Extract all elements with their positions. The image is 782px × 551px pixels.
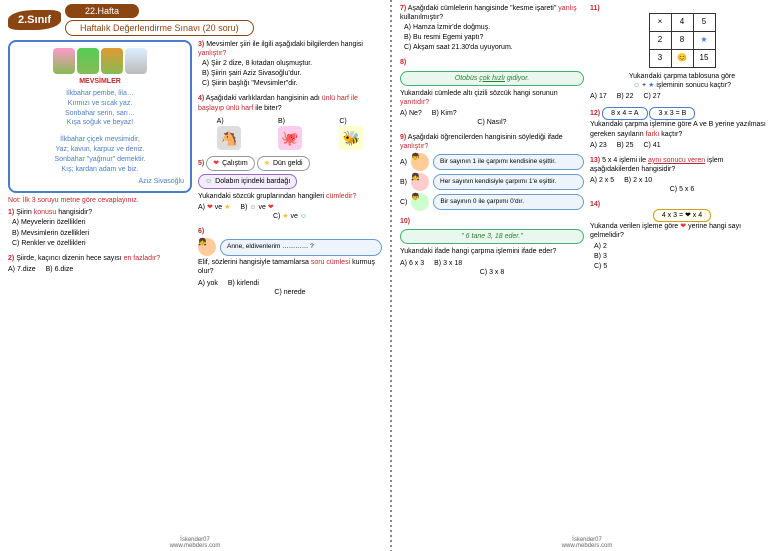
donkey-icon: 🐴 <box>217 126 241 150</box>
q13-opt-a: A) 2 x 5 <box>590 176 614 185</box>
child1-avatar-icon: 👦 <box>411 153 429 171</box>
header: 2.Sınıf 22.Hafta Haftalık Değerlendirme … <box>8 4 382 36</box>
footer-left: İskender07 www.mebders.com <box>0 537 390 549</box>
q8-opt-b: B) Kim? <box>432 109 457 118</box>
girl-avatar-icon: 👧 <box>198 238 216 256</box>
q6-opt-a: A) yok <box>198 279 218 288</box>
q13-opt-b: B) 2 x 10 <box>624 176 652 185</box>
child2-avatar-icon: 👧 <box>411 173 429 191</box>
q12: 12) 8 x 4 = A 3 x 3 = B Yukarıdaki çarpm… <box>590 107 774 149</box>
q11: 11) ×45 28★ 3😊15 Yukarıdaki çarpma tablo… <box>590 4 774 101</box>
tree-spring-icon <box>53 48 75 74</box>
bee-icon: 🐝 <box>339 126 363 150</box>
q12-opt-c: C) 41 <box>643 141 660 150</box>
tree-autumn-icon <box>101 48 123 74</box>
q7-opt-c: C) Akşam saat 21.30'da uyuyorum. <box>404 43 584 52</box>
q7-opt-b: B) Bu resmi Egemi yaptı? <box>404 33 584 42</box>
q5: 5) ❤Çalıştım ★Dün geldi ☺Dolabın içindek… <box>198 156 382 221</box>
child3-avatar-icon: 👦 <box>411 193 429 211</box>
q11-opt-b: B) 22 <box>617 92 634 101</box>
q10-opt-b: B) 3 x 18 <box>434 259 462 268</box>
tree-winter-icon <box>125 48 147 74</box>
q10: 10) " 6 tane 3, 18 eder." Yukarıdaki ifa… <box>400 217 584 276</box>
q6-opt-b: B) kirlendi <box>228 279 259 288</box>
q2-opt-b: B) 6.dize <box>46 265 74 274</box>
q6-opt-c: C) nerede <box>198 288 382 297</box>
week-pill: 22.Hafta <box>65 4 139 18</box>
poem-stanza2: İlkbahar çiçek mevsimidir, Yaz; kavun, k… <box>16 135 184 174</box>
q8-opt-a: A) Ne? <box>400 109 422 118</box>
q5-tag2: ★Dün geldi <box>257 156 310 171</box>
q1-opt-c: C) Renkler ve özellikleri <box>12 239 192 248</box>
q1: 1) Şiirin konusu hangisidir? A) Meyveler… <box>8 208 192 247</box>
tree-summer-icon <box>77 48 99 74</box>
q1-opt-a: A) Meyvelerin özellikleri <box>12 218 192 227</box>
q14-opt-c: C) 5 <box>594 262 774 271</box>
q13-opt-c: C) 5 x 6 <box>590 185 774 194</box>
q14-opt-b: B) 3 <box>594 252 774 261</box>
q14: 14) 4 x 3 = ❤ x 4 Yukarıda verilen işlem… <box>590 200 774 271</box>
page-right: 7) Aşağıdaki cümlelerin hangisinde "kesm… <box>392 0 782 551</box>
q12-opt-b: B) 25 <box>617 141 634 150</box>
q14-tag: 4 x 3 = ❤ x 4 <box>653 209 711 222</box>
page-left: 2.Sınıf 22.Hafta Haftalık Değerlendirme … <box>0 0 390 551</box>
poem-author: Aziz Sivasoğlu <box>16 178 184 185</box>
subtitle-pill: Haftalık Değerlendirme Sınavı (20 soru) <box>65 20 254 36</box>
q3-opt-b: B) Şiirin şairi Aziz Sivasoğlu'dur. <box>202 69 382 78</box>
poem-stanza1: İlkbahar pembe, lila… Kırmızı ve sıcak y… <box>16 89 184 128</box>
q10-opt-c: C) 3 x 8 <box>400 268 584 277</box>
q12-tag1: 8 x 4 = A <box>602 107 647 120</box>
q12-opt-a: A) 23 <box>590 141 607 150</box>
note: Not: İlk 3 soruyu metne göre cevaplayını… <box>8 197 192 204</box>
q12-tag2: 3 x 3 = B <box>649 107 695 120</box>
q6: 6) 👧 Anne, eldivenlerim ………… ? Elif, söz… <box>198 227 382 296</box>
seasons-illustration <box>16 48 184 74</box>
q14-opt-a: A) 2 <box>594 242 774 251</box>
q7: 7) Aşağıdaki cümlelerin hangisinde "kesm… <box>400 4 584 52</box>
q4: 4) Aşağıdaki varlıklardan hangisinin adı… <box>198 94 382 149</box>
q5-tag3: ☺Dolabın içindeki bardağı <box>198 174 297 189</box>
q1-opt-b: B) Mevsimlerin özellikleri <box>12 229 192 238</box>
q3: 3) Mevsimler şiiri ile ilgili aşağıdaki … <box>198 40 382 88</box>
q10-bubble: " 6 tane 3, 18 eder." <box>400 229 584 244</box>
q8-opt-c: C) Nasıl? <box>400 118 584 127</box>
q8-bubble: Otobüs çok hızlı gidiyor. <box>400 71 584 86</box>
mult-table: ×45 28★ 3😊15 <box>649 13 716 68</box>
q5-tag1: ❤Çalıştım <box>206 156 255 171</box>
q7-opt-a: A) Hamza İzmir'de doğmuş. <box>404 23 584 32</box>
poem-box: MEVSİMLER İlkbahar pembe, lila… Kırmızı … <box>8 40 192 193</box>
q3-opt-c: C) Şiirin başlığı "Mevsimler"dir. <box>202 79 382 88</box>
q6-bubble: Anne, eldivenlerim ………… ? <box>220 239 382 255</box>
class-badge: 2.Sınıf <box>8 10 61 30</box>
q3-opt-a: A) Şiir 2 dize, 8 kıtadan oluşmuştur. <box>202 59 382 68</box>
q9: 9) Aşağıdaki öğrencilerden hangisinin sö… <box>400 133 584 211</box>
q8: 8) Otobüs çok hızlı gidiyor. Yukarıdaki … <box>400 58 584 127</box>
q11-opt-a: A) 17 <box>590 92 607 101</box>
q13: 13) 5 x 4 işlemi ile aynı sonucu veren i… <box>590 156 774 194</box>
q2: 2) Şiirde, kaçıncı dizenin hece sayısı e… <box>8 254 192 274</box>
q10-opt-a: A) 6 x 3 <box>400 259 424 268</box>
q2-opt-a: A) 7.dize <box>8 265 36 274</box>
q11-opt-c: C) 27 <box>643 92 660 101</box>
octopus-icon: 🐙 <box>278 126 302 150</box>
footer-right: İskender07 www.mebders.com <box>392 537 782 549</box>
poem-title: MEVSİMLER <box>16 78 184 85</box>
